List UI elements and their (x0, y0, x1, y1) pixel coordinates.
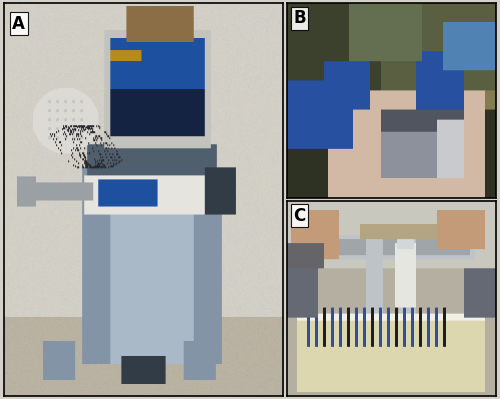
Text: B: B (294, 9, 306, 27)
Text: C: C (294, 207, 306, 225)
Text: A: A (12, 15, 25, 33)
